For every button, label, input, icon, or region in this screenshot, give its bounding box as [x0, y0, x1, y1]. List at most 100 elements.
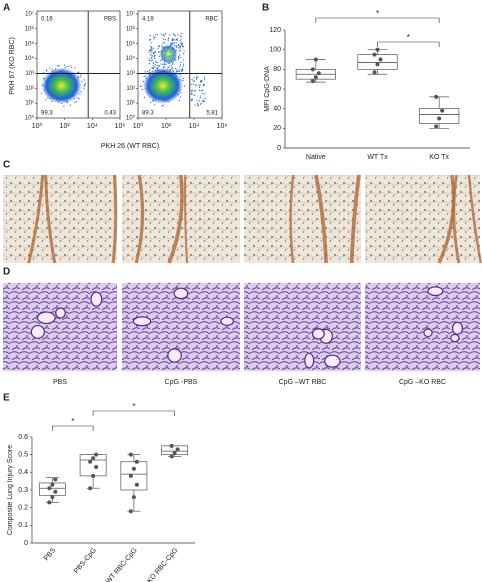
event-dot [180, 75, 182, 77]
event-dot [157, 51, 160, 54]
quadrant-value: 4.19 [142, 17, 154, 23]
event-dot [180, 34, 182, 37]
event-dot [198, 84, 200, 86]
event-dot [182, 77, 185, 80]
airway [450, 333, 460, 343]
y-tick-label: 0 [24, 540, 28, 547]
event-dot [164, 39, 166, 41]
event-dot [177, 56, 180, 58]
event-dot [150, 46, 153, 48]
event-dot [58, 65, 60, 67]
event-dot [198, 100, 201, 102]
data-point [94, 465, 99, 470]
y-tick-label: 100 [269, 47, 281, 54]
event-dot [156, 69, 159, 71]
event-dot [49, 67, 51, 69]
data-point [313, 57, 318, 62]
event-dot [162, 38, 165, 40]
event-dot [183, 85, 186, 87]
event-dot [197, 104, 199, 106]
event-dot [190, 98, 193, 101]
event-dot [181, 32, 183, 34]
event-dot [170, 65, 172, 67]
event-dot [200, 79, 203, 82]
data-point [91, 456, 96, 461]
event-dot [159, 64, 161, 67]
event-dot [164, 42, 166, 44]
event-dot [171, 39, 173, 41]
event-dot [179, 45, 181, 47]
event-dot [164, 33, 167, 35]
event-dot [179, 73, 181, 75]
event-dot [71, 66, 73, 68]
event-dot [151, 49, 153, 51]
event-dot [178, 70, 180, 72]
image-caption: PBS [53, 379, 67, 386]
event-dot [193, 90, 196, 92]
event-dot [169, 70, 171, 72]
data-point [372, 70, 377, 75]
event-dot [182, 65, 184, 67]
plot-title: RBC [205, 17, 218, 23]
he-image [244, 283, 361, 371]
event-dot [162, 63, 164, 65]
event-dot [83, 85, 85, 87]
image-caption: CpG –WT RBC [279, 379, 327, 386]
event-dot [195, 89, 197, 92]
event-dot [182, 63, 185, 65]
data-point [131, 495, 136, 500]
y-tick-label: 20 [273, 125, 281, 132]
event-dot [199, 103, 202, 105]
event-dot [143, 76, 145, 78]
vessel [184, 174, 189, 264]
event-dot [140, 86, 142, 88]
event-dot [179, 96, 182, 98]
data-point [434, 94, 439, 99]
event-dot [150, 42, 152, 44]
event-dot [74, 101, 76, 104]
event-dot [155, 33, 157, 36]
event-dot [181, 69, 184, 72]
event-dot [153, 52, 155, 55]
airway [423, 328, 433, 338]
event-dot [181, 42, 183, 45]
event-dot [183, 50, 185, 52]
significance-bracket [92, 410, 175, 416]
y-tick-label: 0 [277, 145, 281, 152]
event-dot [161, 105, 164, 107]
event-dot [156, 34, 159, 36]
event-dot [74, 67, 76, 69]
event-dot [177, 43, 180, 46]
event-dot [153, 66, 155, 69]
event-dot [175, 38, 178, 41]
panel-label: D [3, 267, 10, 278]
event-dot [163, 35, 165, 37]
y-tick-label: 0.3 [18, 487, 28, 494]
event-dot [204, 98, 206, 100]
event-dot [83, 87, 85, 89]
airway [173, 287, 189, 300]
y-tick-label: 10⁷ [126, 11, 135, 18]
event-dot [170, 42, 172, 44]
event-dot [183, 52, 185, 55]
data-point [94, 452, 99, 457]
event-dot [173, 44, 176, 47]
event-dot [179, 54, 181, 56]
event-dot [80, 74, 82, 76]
data-point [172, 450, 177, 455]
event-dot [152, 62, 154, 64]
event-dot [149, 49, 151, 51]
event-dot [152, 70, 154, 72]
y-tick-label: 0.5 [18, 452, 28, 459]
event-dot [168, 34, 171, 36]
y-tick-label: 10² [126, 86, 135, 92]
event-dot [155, 50, 157, 53]
event-dot [162, 69, 164, 71]
y-tick-label: 10¹ [25, 101, 34, 107]
event-dot [178, 57, 180, 59]
event-dot [84, 84, 86, 86]
event-dot [67, 65, 69, 68]
panel-label: A [3, 3, 10, 14]
event-dot [180, 35, 182, 38]
